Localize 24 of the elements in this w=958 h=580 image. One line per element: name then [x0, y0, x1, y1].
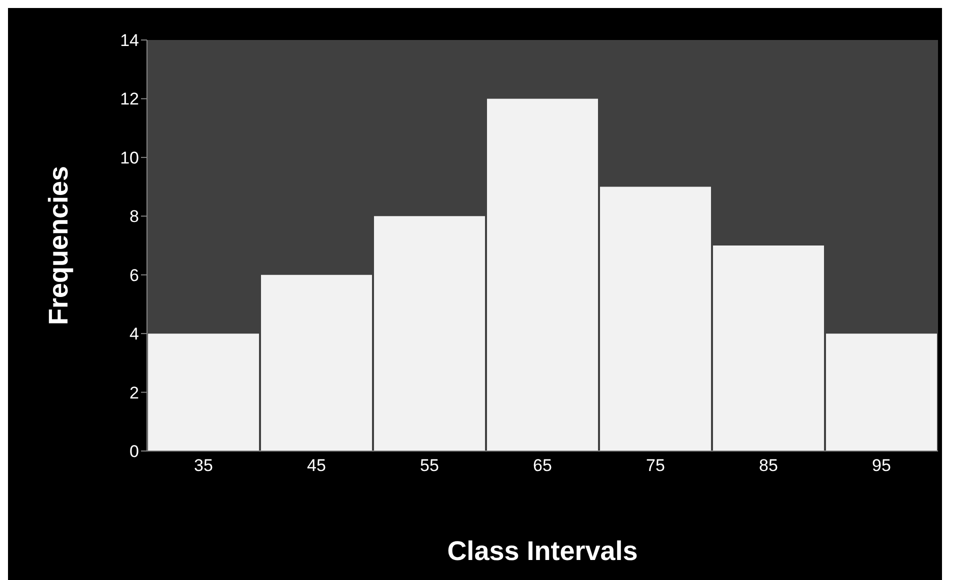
x-tick-label: 65	[533, 456, 552, 476]
y-tick-label: 6	[130, 266, 139, 285]
y-axis-title: Frequencies	[44, 166, 74, 326]
bar	[826, 334, 937, 451]
bar	[261, 274, 372, 451]
x-axis-title: Class Intervals	[447, 536, 638, 566]
y-tick-label: 10	[120, 148, 139, 168]
y-tick-label: 4	[130, 324, 139, 344]
x-tick-label: 45	[307, 456, 326, 476]
x-tick-label: 85	[759, 456, 778, 476]
bar	[487, 98, 598, 451]
y-tick-label: 14	[120, 31, 139, 50]
x-tick-label: 35	[194, 456, 213, 476]
y-tick-label: 12	[120, 90, 139, 109]
x-tick-label: 95	[872, 456, 891, 476]
y-tick-label: 0	[130, 442, 139, 462]
bar	[148, 334, 259, 451]
y-tick-label: 2	[130, 383, 139, 402]
y-tick-label: 8	[130, 207, 139, 226]
bar	[713, 246, 824, 451]
bar	[600, 186, 711, 451]
x-tick-label: 75	[646, 456, 665, 476]
x-tick-label: 55	[420, 456, 439, 476]
bar	[374, 216, 485, 451]
